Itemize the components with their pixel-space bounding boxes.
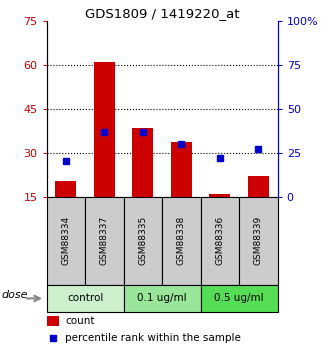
Bar: [209, 194, 230, 197]
Bar: [248, 176, 269, 197]
Text: control: control: [67, 294, 103, 303]
FancyBboxPatch shape: [239, 197, 278, 285]
FancyBboxPatch shape: [47, 197, 85, 285]
Bar: [132, 128, 153, 197]
Text: GSM88338: GSM88338: [177, 216, 186, 265]
Bar: [171, 142, 192, 197]
Text: GSM88337: GSM88337: [100, 216, 109, 265]
Text: GSM88334: GSM88334: [61, 216, 70, 265]
FancyBboxPatch shape: [162, 197, 201, 285]
Text: 0.5 ug/ml: 0.5 ug/ml: [214, 294, 264, 303]
FancyBboxPatch shape: [85, 197, 124, 285]
FancyBboxPatch shape: [124, 197, 162, 285]
FancyBboxPatch shape: [201, 197, 239, 285]
Text: GSM88336: GSM88336: [215, 216, 224, 265]
Text: GSM88339: GSM88339: [254, 216, 263, 265]
FancyBboxPatch shape: [201, 285, 278, 312]
Text: count: count: [65, 316, 95, 326]
Text: 0.1 ug/ml: 0.1 ug/ml: [137, 294, 187, 303]
Bar: [47, 315, 59, 326]
Title: GDS1809 / 1419220_at: GDS1809 / 1419220_at: [85, 7, 239, 20]
Text: GSM88335: GSM88335: [138, 216, 147, 265]
FancyBboxPatch shape: [124, 285, 201, 312]
Bar: [94, 62, 115, 197]
FancyBboxPatch shape: [47, 285, 124, 312]
Text: percentile rank within the sample: percentile rank within the sample: [65, 333, 241, 343]
Text: dose: dose: [2, 290, 28, 300]
Bar: [55, 180, 76, 197]
